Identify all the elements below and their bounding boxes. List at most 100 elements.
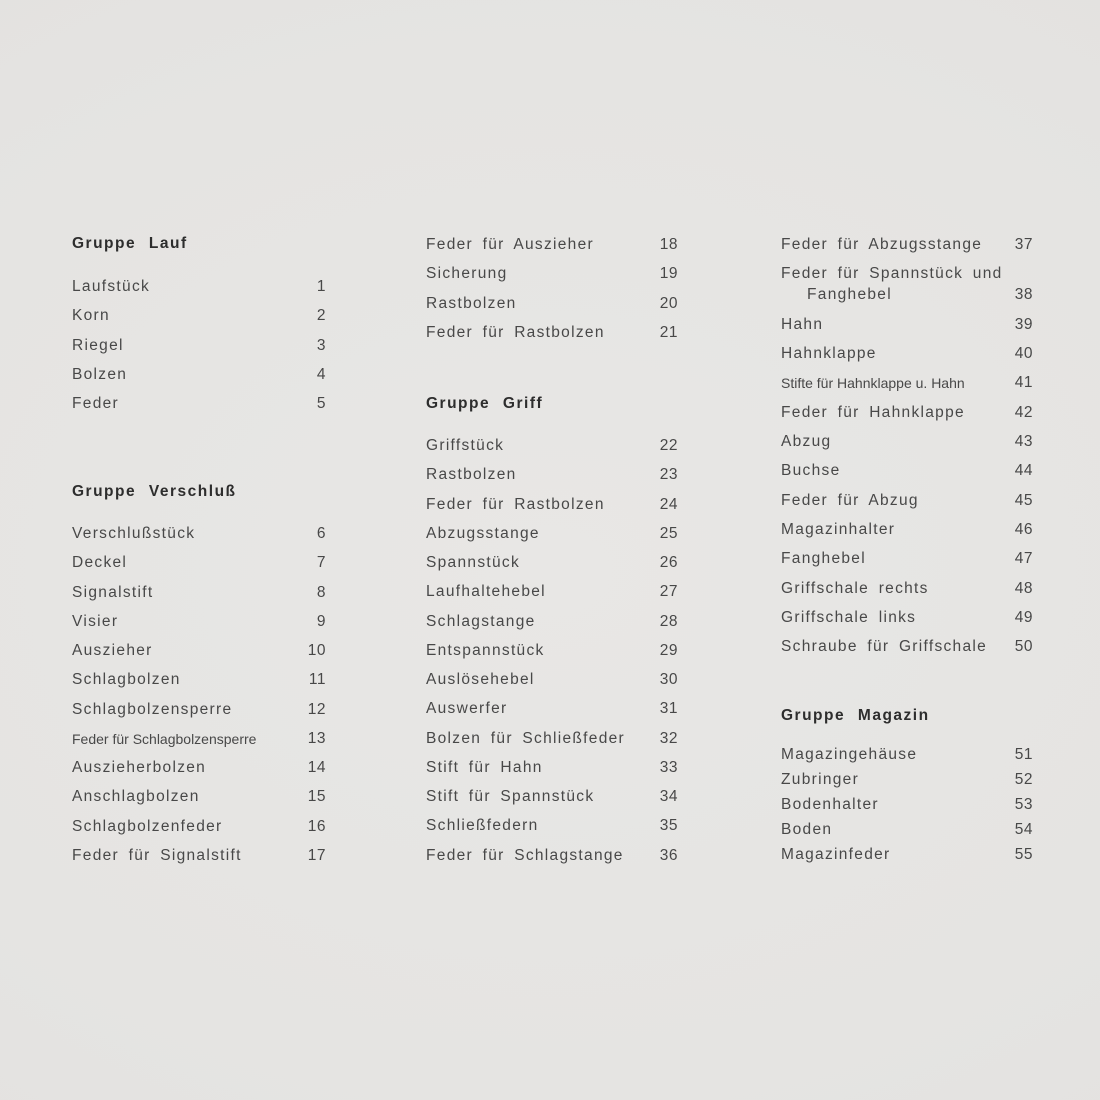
part-number: 6	[316, 525, 326, 543]
part-name: Spannstück	[426, 554, 520, 572]
parts-list-row: Feder für Spannstück und Fanghebel 38	[781, 260, 1033, 311]
part-number: 41	[1014, 374, 1033, 392]
part-number: 8	[316, 583, 326, 601]
part-name: Signalstift	[72, 583, 154, 601]
parts-list-row: Laufhaltehebel 27	[426, 578, 678, 607]
part-name: Griffschale rechts	[781, 579, 929, 597]
part-name: Abzug	[781, 433, 832, 451]
part-name: Deckel	[72, 554, 128, 572]
parts-list-row: Sicherung 19	[426, 260, 678, 289]
part-number: 52	[1014, 771, 1033, 788]
parts-list-row: Schlagstange 28	[426, 607, 678, 636]
part-number: 2	[316, 307, 326, 325]
parts-list-row: Deckel 7	[72, 549, 326, 578]
part-number: 32	[659, 729, 678, 747]
parts-list-row: Bolzen für Schließfeder 32	[426, 724, 678, 753]
parts-list-row: Feder für Schlagstange 36	[426, 841, 678, 870]
part-name: Schlagstange	[426, 612, 536, 630]
part-name: Feder für Rastbolzen	[426, 323, 605, 341]
part-number: 10	[307, 642, 326, 660]
part-number: 26	[659, 554, 678, 572]
parts-list-row: Magazingehäuse 51	[781, 743, 1033, 768]
part-number: 24	[659, 495, 678, 513]
part-number: 48	[1014, 579, 1033, 597]
part-number: 50	[1014, 638, 1033, 656]
parts-list-row: Auszieherbolzen 14	[72, 754, 326, 783]
part-name: Feder für Schlagstange	[426, 846, 624, 864]
part-name: Feder für Abzugsstange	[781, 235, 983, 253]
part-name: Verschlußstück	[72, 525, 196, 543]
part-name: Magazinhalter	[781, 520, 896, 538]
part-name: Entspannstück	[426, 641, 545, 659]
part-name: Hahn	[781, 315, 824, 333]
parts-list-row: Feder 5	[72, 390, 326, 419]
part-number: 31	[659, 700, 678, 718]
part-name: Feder für Hahnklappe	[781, 403, 965, 421]
part-number: 11	[308, 671, 326, 689]
part-name: Laufhaltehebel	[426, 583, 546, 601]
parts-list-row: Entspannstück 29	[426, 636, 678, 665]
part-name: Rastbolzen	[426, 294, 517, 312]
parts-list-row: Boden 54	[781, 818, 1033, 843]
part-number: 16	[307, 817, 326, 835]
parts-list-row: Stift für Spannstück 34	[426, 782, 678, 811]
parts-list-row: Bodenhalter 53	[781, 793, 1033, 818]
part-name: Laufstück	[72, 278, 151, 296]
parts-list-row: Feder für Abzug 45	[781, 486, 1033, 515]
part-name: Stifte für Hahnklappe u. Hahn	[781, 375, 965, 392]
parts-list-row: Bolzen 4	[72, 360, 326, 389]
part-number: 37	[1014, 235, 1033, 253]
part-number: 51	[1014, 746, 1033, 763]
part-name: Griffstück	[426, 437, 505, 455]
column-3: Feder für Abzugsstange 37 Feder für Spanns…	[781, 0, 1033, 1100]
part-name: Auslösehebel	[426, 671, 535, 689]
parts-list-row: Rastbolzen 20	[426, 289, 678, 318]
part-name-line1: Feder für Spannstück und	[781, 265, 1003, 283]
part-name: Schraube für Griffschale	[781, 638, 988, 656]
part-name: Feder	[72, 395, 119, 413]
parts-list-row: Fanghebel 47	[781, 545, 1033, 574]
parts-list-row: Magazinfeder 55	[781, 843, 1033, 868]
part-number: 45	[1014, 491, 1033, 509]
part-name: Feder für Signalstift	[72, 846, 242, 864]
part-number: 25	[659, 524, 678, 542]
parts-list-row: Schlagbolzenfeder 16	[72, 812, 326, 841]
part-name: Auszieher	[72, 642, 153, 660]
part-number: 34	[659, 788, 678, 806]
parts-list-row: Auswerfer 31	[426, 695, 678, 724]
part-name: Stift für Spannstück	[426, 788, 595, 806]
part-number: 15	[307, 788, 326, 806]
parts-list-row: Feder für Schlagbolzensperre 13	[72, 724, 326, 753]
part-name: Schlagbolzen	[72, 671, 181, 689]
part-number: 3	[316, 336, 326, 354]
part-name: Feder für Abzug	[781, 491, 919, 509]
parts-list-row: Abzugsstange 25	[426, 519, 678, 548]
parts-list-row: Feder für Auszieher 18	[426, 230, 678, 259]
parts-list-row: Feder für Signalstift 17	[72, 841, 326, 870]
part-number: 39	[1014, 315, 1033, 333]
part-name: Schließfedern	[426, 817, 539, 835]
part-number: 5	[316, 395, 326, 413]
parts-list-row: Rastbolzen 23	[426, 461, 678, 490]
part-name: Buchse	[781, 462, 841, 480]
part-number: 54	[1014, 821, 1033, 838]
part-number: 42	[1014, 403, 1033, 421]
part-number: 35	[659, 817, 678, 835]
part-number: 27	[659, 583, 678, 601]
parts-list-row: Verschlußstück 6	[72, 520, 326, 549]
part-number: 43	[1014, 433, 1033, 451]
part-number: 53	[1014, 796, 1033, 813]
part-name: Bolzen für Schließfeder	[426, 729, 626, 747]
part-name: Riegel	[72, 336, 124, 354]
part-name: Bodenhalter	[781, 796, 879, 813]
part-number: 20	[659, 294, 678, 312]
parts-list-row: Feder für Abzugsstange 37	[781, 230, 1033, 259]
part-number: 28	[659, 612, 678, 630]
part-name: Feder für Schlagbolzensperre	[72, 730, 257, 747]
part-number: 30	[659, 671, 678, 689]
part-name: Schlagbolzenfeder	[72, 817, 223, 835]
parts-list-row: Abzug 43	[781, 427, 1033, 456]
part-number: 22	[659, 437, 678, 455]
part-number: 55	[1014, 846, 1033, 863]
part-name: Zubringer	[781, 771, 860, 788]
